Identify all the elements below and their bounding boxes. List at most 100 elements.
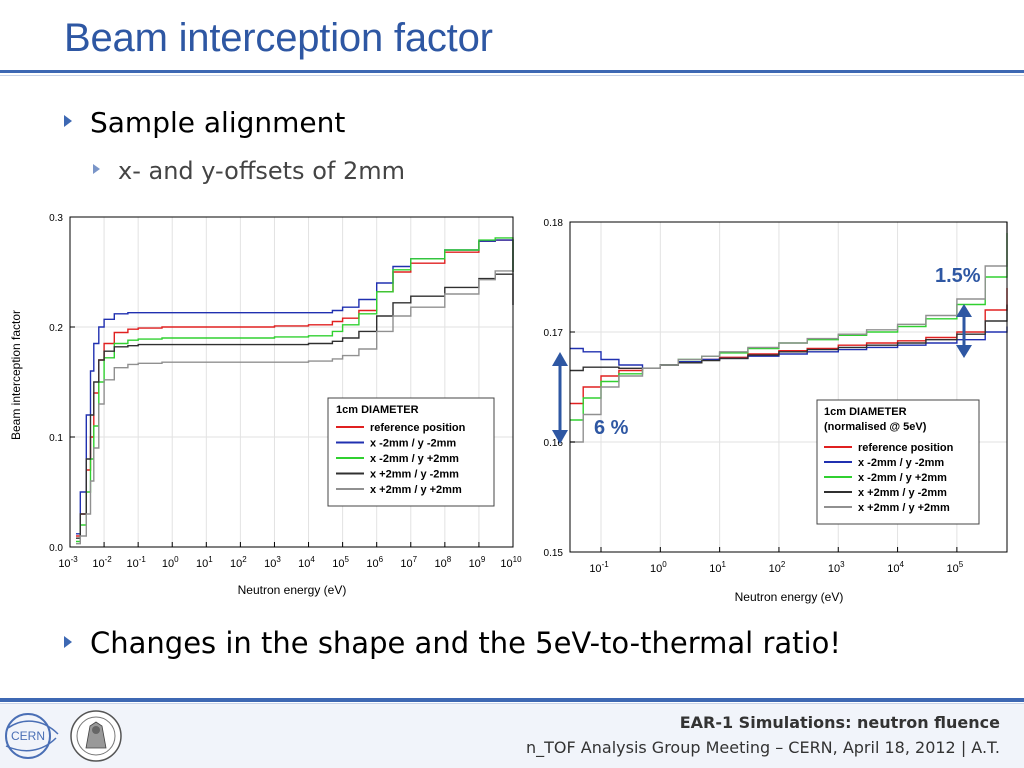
x-tick-exponent: 1 <box>208 555 213 564</box>
x-tick-label: 100 <box>650 560 667 575</box>
y-tick-label: 0.16 <box>544 438 564 449</box>
bullet-arrow-icon <box>64 636 72 648</box>
legend-entry: reference position <box>370 422 466 434</box>
y-tick-label: 0.0 <box>49 543 63 554</box>
x-tick-exponent: 8 <box>447 555 452 564</box>
x-tick-label: 100 <box>162 555 179 570</box>
normalised-interception-chart: Neutron energy (eV) 10-1 100 101 102 103 104 1… <box>544 218 1008 604</box>
x-tick-exponent: 6 <box>379 555 384 564</box>
x-tick-exponent: 5 <box>959 560 964 569</box>
legend-entry: x +2mm / y +2mm <box>858 502 950 514</box>
series-line-3 <box>570 304 1008 372</box>
x-tick-label: 109 <box>469 555 486 570</box>
series-line-0 <box>570 288 1008 405</box>
legend-entry: reference position <box>858 442 954 454</box>
legend-entry: x -2mm / y -2mm <box>370 438 456 450</box>
legend-entry: x -2mm / y +2mm <box>370 453 459 465</box>
bullet-conclusion: Changes in the shape and the 5eV-to-ther… <box>64 626 841 660</box>
x-tick-exponent: 0 <box>174 555 179 564</box>
x-tick-label: 1010 <box>500 555 522 570</box>
ratio-arrow-6pct <box>552 352 568 444</box>
y-axis-label: Beam interception factor <box>9 310 23 440</box>
series-line-2 <box>76 237 514 543</box>
footer-meeting: n_TOF Analysis Group Meeting – CERN, Apr… <box>526 738 1000 757</box>
x-tick-exponent: -3 <box>71 555 79 564</box>
y-tick-label: 0.2 <box>49 323 63 334</box>
plot-frame <box>569 221 1008 553</box>
x-tick-exponent: 1 <box>722 560 727 569</box>
bullet-sample-alignment: Sample alignment <box>64 106 345 139</box>
y-tick-label: 0.18 <box>544 218 564 229</box>
x-tick-label: 103 <box>264 555 281 570</box>
x-tick-label: 10-1 <box>589 560 609 575</box>
plot-frame <box>69 216 514 548</box>
x-tick-exponent: -1 <box>602 560 610 569</box>
x-tick-label: 102 <box>769 560 786 575</box>
x-tick-exponent: 5 <box>345 555 350 564</box>
legend-entry: x +2mm / y -2mm <box>858 487 947 499</box>
x-tick-label: 10-1 <box>126 555 146 570</box>
x-tick-exponent: 2 <box>242 555 247 564</box>
annotation-1p5pct: 1.5% <box>935 265 981 287</box>
x-tick-exponent: 7 <box>413 555 418 564</box>
legend-entry: x -2mm / y -2mm <box>858 457 944 469</box>
x-tick-exponent: 0 <box>662 560 667 569</box>
legend-title: 1cm DIAMETER <box>824 406 907 418</box>
legend-entry: x -2mm / y +2mm <box>858 472 947 484</box>
x-tick-exponent: 4 <box>899 560 904 569</box>
y-tick-label: 0.15 <box>544 548 564 559</box>
x-tick-label: 101 <box>196 555 213 570</box>
annotation-6pct: 6 % <box>594 417 629 439</box>
x-tick-exponent: -2 <box>105 555 113 564</box>
beam-interception-chart: Beam interception factor Neutron energy … <box>9 213 522 597</box>
y-tick-label: 0.1 <box>49 433 63 444</box>
series-line-4 <box>76 270 514 545</box>
y-tick-label: 0.17 <box>544 328 564 339</box>
bullet-offsets: x- and y-offsets of 2mm <box>93 157 405 185</box>
title-rule <box>0 70 1024 73</box>
slide-title: Beam interception factor <box>64 16 493 60</box>
series-line-2 <box>570 233 1008 421</box>
x-tick-exponent: 10 <box>513 555 522 564</box>
x-tick-label: 105 <box>947 560 964 575</box>
x-tick-label: 101 <box>709 560 726 575</box>
footer-rule <box>0 698 1024 702</box>
footer-background <box>0 704 1024 768</box>
bullet-text: x- and y-offsets of 2mm <box>118 157 405 185</box>
bullet-arrow-icon <box>64 115 72 127</box>
series-line-1 <box>570 326 1008 369</box>
legend-title: 1cm DIAMETER <box>336 404 419 416</box>
legend: 1cm DIAMETER reference position x -2mm / … <box>327 397 495 507</box>
footer-rule-thin <box>0 703 1024 704</box>
series-line-4 <box>570 222 1008 443</box>
x-tick-exponent: 3 <box>840 560 845 569</box>
legend-subtitle: (normalised @ 5eV) <box>824 421 927 433</box>
x-tick-exponent: -1 <box>139 555 147 564</box>
x-tick-label: 102 <box>230 555 247 570</box>
bullet-arrow-icon <box>93 164 100 174</box>
y-tick-label: 0.3 <box>49 213 63 224</box>
x-tick-label: 10-3 <box>58 555 78 570</box>
legend-entry: x +2mm / y +2mm <box>370 484 462 496</box>
x-axis-label: Neutron energy (eV) <box>735 590 844 604</box>
x-tick-label: 108 <box>434 555 451 570</box>
university-seal-icon <box>70 710 122 762</box>
legend: 1cm DIAMETER (normalised @ 5eV) referenc… <box>816 399 980 525</box>
cern-logo-icon: CERN <box>5 713 59 759</box>
x-tick-exponent: 4 <box>310 555 315 564</box>
legend-entry: x +2mm / y -2mm <box>370 469 459 481</box>
cern-logo-text: CERN <box>11 729 45 743</box>
x-tick-exponent: 3 <box>276 555 281 564</box>
x-tick-label: 10-2 <box>92 555 112 570</box>
x-tick-label: 105 <box>332 555 349 570</box>
title-rule-thin <box>0 75 1024 76</box>
series-line-3 <box>76 273 514 539</box>
x-tick-exponent: 9 <box>481 555 486 564</box>
x-tick-label: 104 <box>887 560 904 575</box>
x-tick-exponent: 2 <box>781 560 786 569</box>
x-axis-label: Neutron energy (eV) <box>238 583 347 597</box>
bullet-text: Sample alignment <box>90 106 346 139</box>
ratio-arrow-1p5pct <box>956 304 972 358</box>
footer-topic: EAR-1 Simulations: neutron fluence <box>679 713 1000 732</box>
x-tick-label: 103 <box>828 560 845 575</box>
